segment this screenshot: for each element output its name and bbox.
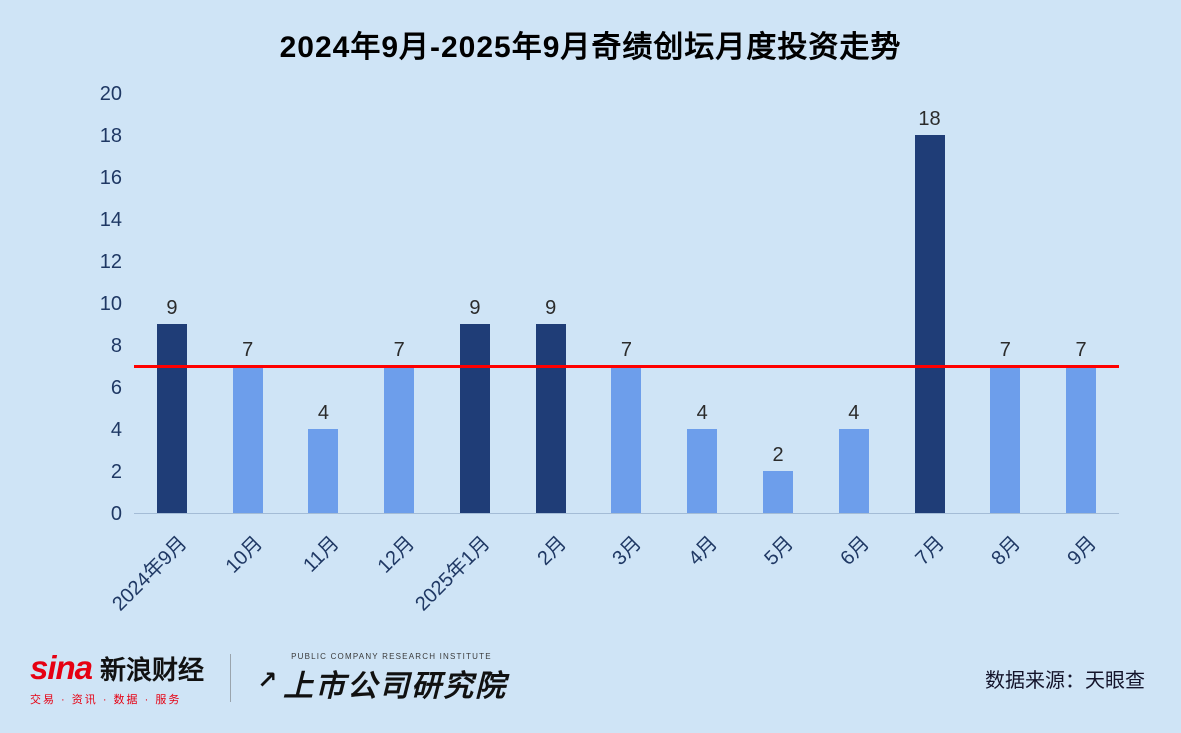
x-axis-label: 4月 [684,532,723,570]
bar-column: 7 [1043,94,1119,513]
institute-name-row: ↗ 上市公司研究院 [257,661,507,705]
bar [308,429,339,513]
bar [838,429,869,513]
plot-area: 9 7 4 7 9 9 7 4 2 4 18 7 7 [134,94,1119,514]
bar [535,324,566,513]
y-axis-label: 8 [110,335,122,357]
bar-column: 2 [740,94,816,513]
bar-column: 9 [437,94,513,513]
bar-column: 7 [210,94,286,513]
sina-tagline: 交易 · 资讯 · 数据 · 服务 [30,694,182,706]
bar-column: 9 [513,94,589,513]
bar-value-label: 2 [772,444,784,466]
bar-value-label: 7 [242,339,254,361]
sina-logo-row: sina 新浪财经 [30,649,204,687]
x-axis-label: 7月 [911,532,950,570]
data-source-label: 数据来源：天眼查 [985,669,1145,692]
x-axis-cell: 2025年1月 [412,514,513,626]
bar-value-label: 7 [620,339,633,361]
x-axis-cell: 4月 [664,514,740,626]
bar [763,471,793,513]
sina-wordmark: sina [30,649,93,686]
x-axis-label: 2月 [532,532,571,570]
bar-value-label: 9 [469,297,481,319]
bar [990,366,1021,513]
bar-value-label: 4 [317,402,329,424]
bar-value-label: 7 [393,339,405,361]
x-axis-cell: 9月 [1043,514,1119,626]
y-axis-label: 0 [110,503,122,525]
y-axis-label: 6 [110,377,122,399]
y-axis-label: 18 [99,125,122,147]
x-axis-cell: 10月 [210,514,286,626]
bar-column: 4 [664,94,740,513]
x-axis-label: 9月 [1063,532,1101,570]
institute-logo: PUBLIC COMPANY RESEARCH INSTITUTE ↗ 上市公司… [257,652,507,705]
bar [1066,366,1097,513]
bar [384,366,415,513]
bar-value-label: 7 [1075,339,1087,361]
plot-wrap: 9 7 4 7 9 9 7 4 2 4 18 7 7 2024年9月 10月 11月 12月 2025年1月 2月… [109,94,1119,626]
x-axis-cell: 11月 [286,514,362,626]
bar-value-label: 18 [918,108,941,130]
bar [914,135,945,513]
y-axis-label: 12 [99,251,122,273]
bar-column: 4 [816,94,892,513]
y-axis-label: 16 [99,167,122,189]
bar [232,366,263,513]
bar-column: 4 [286,94,362,513]
bar-column: 18 [892,94,968,513]
x-axis-label: 5月 [760,532,798,570]
y-axis-label: 2 [110,461,122,483]
x-axis-cell: 6月 [816,514,892,626]
bar [687,429,718,513]
chart-title: 2024年9月-2025年9月奇绩创坛月度投资走势 [279,31,902,64]
bar-column: 7 [589,94,665,513]
x-axis: 2024年9月 10月 11月 12月 2025年1月 2月 3月 4月 5月 6月 7月 8月 9月 [109,514,1119,626]
sina-logo: sina 新浪财经 交易 · 资讯 · 数据 · 服务 [30,649,204,707]
bar-column: 9 [134,94,210,513]
sina-brand-name: 新浪财经 [100,655,205,685]
x-axis-label: 10月 [222,532,268,578]
bar [611,366,642,513]
y-axis: 0 2 4 6 8 10 12 14 16 18 20 [88,83,134,525]
bar-chart: 0 2 4 6 8 10 12 14 16 18 20 9 7 4 7 9 9 7 4 2 4 18 7 7 2024年9月… [0,83,1181,626]
y-axis-label: 4 [110,419,122,441]
footer: sina 新浪财经 交易 · 资讯 · 数据 · 服务 PUBLIC COMPA… [0,649,1181,733]
footer-divider [230,654,232,702]
bar-value-label: 7 [999,339,1011,361]
x-axis-label: 2024年9月 [108,532,192,616]
bar [156,324,187,513]
x-axis-cell: 3月 [589,514,665,626]
x-axis-cell: 2月 [513,514,589,626]
institute-name: 上市公司研究院 [283,669,508,703]
x-axis-cell: 7月 [892,514,968,626]
x-axis-label: 6月 [836,532,874,570]
x-axis-label: 12月 [373,532,419,578]
x-axis-label: 3月 [608,532,647,570]
bar-value-label: 9 [545,297,557,319]
bar-value-label: 4 [696,402,708,424]
bar-value-label: 4 [848,402,860,424]
y-axis-label: 14 [99,209,122,231]
bar-column: 7 [967,94,1043,513]
bar-value-label: 9 [166,297,178,319]
bar-column: 7 [361,94,437,513]
x-axis-cell: 5月 [740,514,816,626]
arrow-icon: ↗ [257,667,280,694]
institute-subtitle: PUBLIC COMPANY RESEARCH INSTITUTE [291,651,492,661]
x-axis-label: 11月 [298,532,344,577]
x-axis-label: 8月 [987,532,1026,570]
x-axis-cell: 2024年9月 [109,514,210,626]
x-axis-cell: 8月 [967,514,1043,626]
y-axis-label: 10 [99,293,122,315]
bar [459,324,490,513]
y-axis-label: 20 [99,83,122,105]
reference-line [134,364,1119,368]
